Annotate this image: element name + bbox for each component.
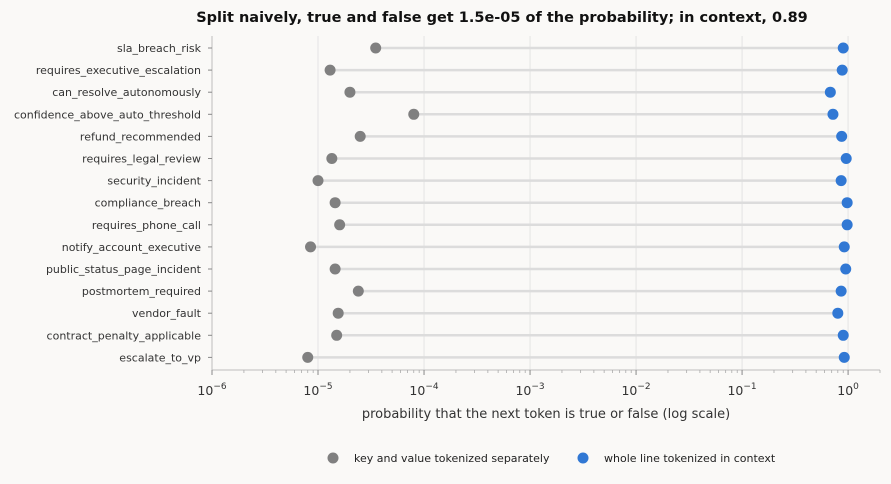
legend-label-1: whole line tokenized in context	[604, 452, 776, 465]
y-tick-label-can_resolve_autonomously: can_resolve_autonomously	[52, 86, 201, 99]
point-s1-postmortem_required	[835, 285, 847, 297]
point-s0-can_resolve_autonomously	[344, 86, 356, 98]
legend-label-0: key and value tokenized separately	[354, 452, 550, 465]
y-tick-label-public_status_page_incident: public_status_page_incident	[46, 263, 202, 276]
point-s1-sla_breach_risk	[837, 42, 849, 54]
point-s0-escalate_to_vp	[302, 351, 314, 363]
y-tick-label-confidence_above_auto_threshold: confidence_above_auto_threshold	[14, 108, 201, 121]
y-tick-label-contract_penalty_applicable: contract_penalty_applicable	[47, 329, 202, 342]
x-tick-label-4: 10−2	[621, 382, 650, 398]
point-s1-security_incident	[835, 175, 847, 187]
y-tick-label-escalate_to_vp: escalate_to_vp	[119, 351, 201, 364]
x-tick-label-1: 10−5	[303, 382, 332, 398]
y-tick-label-vendor_fault: vendor_fault	[132, 307, 202, 320]
point-s1-can_resolve_autonomously	[824, 86, 836, 98]
point-s0-postmortem_required	[352, 285, 364, 297]
legend-marker-0	[327, 452, 339, 464]
point-s0-sla_breach_risk	[370, 42, 382, 54]
point-s1-vendor_fault	[832, 307, 844, 319]
chart-title: Split naively, true and false get 1.5e-0…	[196, 10, 808, 26]
y-tick-label-compliance_breach: compliance_breach	[95, 197, 201, 210]
point-layer	[302, 42, 853, 363]
x-tick-label-2: 10−4	[409, 382, 438, 398]
y-tick-label-requires_phone_call: requires_phone_call	[92, 219, 201, 232]
point-s1-notify_account_executive	[838, 241, 850, 253]
point-s1-confidence_above_auto_threshold	[827, 108, 839, 120]
y-tick-label-notify_account_executive: notify_account_executive	[62, 241, 201, 254]
x-axis-label: probability that the next token is true …	[362, 407, 730, 422]
point-s1-requires_phone_call	[841, 219, 853, 231]
point-s0-requires_executive_escalation	[324, 64, 336, 76]
point-s0-vendor_fault	[332, 307, 344, 319]
point-s1-contract_penalty_applicable	[837, 329, 849, 341]
y-tick-label-requires_legal_review: requires_legal_review	[82, 153, 201, 166]
point-s0-compliance_breach	[329, 197, 341, 209]
point-s0-confidence_above_auto_threshold	[408, 108, 420, 120]
point-s1-escalate_to_vp	[838, 351, 850, 363]
y-tick-label-postmortem_required: postmortem_required	[82, 285, 201, 298]
point-s1-refund_recommended	[836, 130, 848, 142]
point-s1-public_status_page_incident	[840, 263, 852, 275]
x-tick-label-0: 10−6	[197, 382, 226, 398]
y-tick-label-refund_recommended: refund_recommended	[80, 130, 201, 143]
legend-marker-1	[577, 452, 589, 464]
point-s0-requires_phone_call	[334, 219, 346, 231]
point-s1-requires_legal_review	[840, 153, 852, 164]
point-s0-contract_penalty_applicable	[331, 329, 343, 341]
x-tick-label-3: 10−3	[515, 382, 544, 398]
y-tick-label-security_incident: security_incident	[107, 175, 201, 188]
point-s1-requires_executive_escalation	[836, 64, 848, 76]
x-tick-label-6: 100	[837, 382, 859, 398]
x-tick-label-5: 10−1	[727, 382, 756, 398]
axis-layer: 10−6 10−5 10−4 10−3 10−2 10−1 100 sla_breach_ri…	[14, 36, 881, 398]
y-tick-label-sla_breach_risk: sla_breach_risk	[117, 42, 202, 55]
stem-layer	[306, 46, 849, 359]
point-s0-security_incident	[312, 175, 324, 187]
point-s0-requires_legal_review	[326, 153, 338, 164]
point-s0-public_status_page_incident	[329, 263, 341, 275]
point-s0-notify_account_executive	[305, 241, 317, 253]
y-tick-label-requires_executive_escalation: requires_executive_escalation	[36, 64, 201, 77]
point-s0-refund_recommended	[354, 130, 366, 142]
point-s1-compliance_breach	[841, 197, 853, 209]
legend: key and value tokenized separately whole …	[327, 452, 776, 465]
